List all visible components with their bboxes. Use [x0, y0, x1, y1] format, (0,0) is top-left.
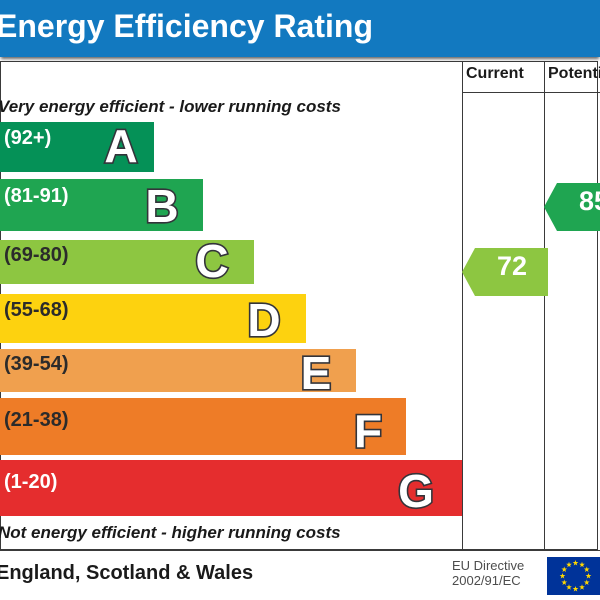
svg-text:G: G	[398, 465, 434, 517]
svg-text:D: D	[247, 294, 280, 346]
svg-text:C: C	[195, 235, 228, 287]
svg-text:E: E	[301, 347, 332, 399]
svg-text:B: B	[145, 180, 178, 232]
svg-text:A: A	[104, 120, 137, 172]
svg-text:F: F	[354, 405, 382, 457]
